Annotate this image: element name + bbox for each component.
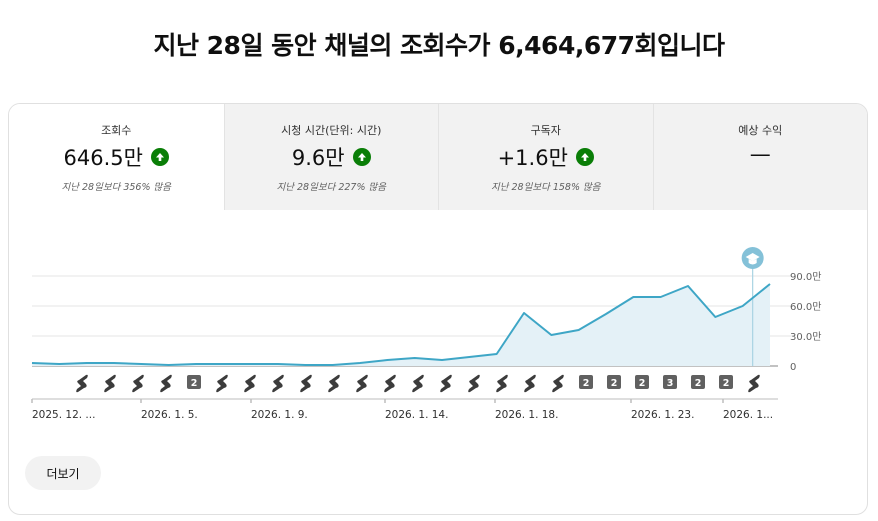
shorts-post-icon[interactable] xyxy=(748,374,760,393)
shorts-post-icon[interactable] xyxy=(104,374,116,393)
tab-value-row: — xyxy=(654,142,868,166)
svg-text:2: 2 xyxy=(191,378,198,389)
shorts-post-icon[interactable] xyxy=(300,374,312,393)
x-tick-label: 2025. 12. ... xyxy=(32,409,95,421)
svg-text:2: 2 xyxy=(723,378,730,389)
y-tick-label: 0 xyxy=(790,362,796,373)
y-tick-label: 60.0만 xyxy=(790,301,821,313)
tab-value: +1.6만 xyxy=(497,146,568,170)
trend-up-icon xyxy=(150,148,169,166)
shorts-post-icon[interactable] xyxy=(496,374,508,393)
x-tick-label: 2026. 1. 23. xyxy=(631,409,694,421)
analytics-card: 조회수 646.5만 지난 28일보다 356% 많음 시청 시간(단위: 시간… xyxy=(8,103,868,515)
tab-value-row: +1.6만 xyxy=(439,142,653,172)
metric-tabs: 조회수 646.5만 지난 28일보다 356% 많음 시청 시간(단위: 시간… xyxy=(9,104,867,210)
graduation-cap-icon xyxy=(745,253,760,265)
multi-post-badge[interactable]: 2 xyxy=(635,375,649,389)
svg-text:2: 2 xyxy=(695,378,702,389)
x-tick-label: 2026. 1. 5. xyxy=(141,409,198,421)
multi-post-badge[interactable]: 2 xyxy=(607,375,621,389)
tab-title: 예상 수익 xyxy=(738,124,783,137)
tab-title: 구독자 xyxy=(530,124,561,137)
shorts-post-icon[interactable] xyxy=(132,374,144,393)
multi-post-badge[interactable]: 3 xyxy=(663,375,677,389)
tab-subscribers[interactable]: 구독자 +1.6만 지난 28일보다 158% 많음 xyxy=(438,104,653,210)
tab-compare: 지난 28일보다 158% 많음 xyxy=(491,182,601,193)
tab-title: 조회수 xyxy=(101,124,132,137)
tab-value-row: 646.5만 xyxy=(9,142,224,172)
x-tick-label: 2026. 1... xyxy=(723,409,773,421)
shorts-post-icon[interactable] xyxy=(244,374,256,393)
tab-watch-time[interactable]: 시청 시간(단위: 시간) 9.6만 지난 28일보다 227% 많음 xyxy=(223,104,439,210)
trend-up-icon xyxy=(575,148,594,166)
tab-compare: 지난 28일보다 227% 많음 xyxy=(276,182,387,193)
see-more-button[interactable]: 더보기 xyxy=(25,456,101,490)
shorts-post-icon[interactable] xyxy=(216,374,228,393)
tab-compare: 지난 28일보다 356% 많음 xyxy=(61,182,172,193)
svg-text:2: 2 xyxy=(639,378,646,389)
page-headline: 지난 28일 동안 채널의 조회수가 6,464,677회입니다 xyxy=(153,31,725,60)
x-tick-label: 2026. 1. 14. xyxy=(385,409,448,421)
svg-text:2: 2 xyxy=(611,378,618,389)
area-fill xyxy=(32,284,770,366)
shorts-post-icon[interactable] xyxy=(440,374,452,393)
shorts-post-icon[interactable] xyxy=(328,374,340,393)
x-tick-label: 2026. 1. 9. xyxy=(251,409,308,421)
shorts-post-icon[interactable] xyxy=(524,374,536,393)
shorts-post-icon[interactable] xyxy=(356,374,368,393)
tab-value: 646.5만 xyxy=(63,146,143,170)
y-tick-label: 90.0만 xyxy=(790,271,821,283)
tab-title: 시청 시간(단위: 시간) xyxy=(281,124,382,137)
views-chart[interactable]: 0 30.0만 60.0만 90.0만 2 2 2 2 3 2 2 2025. 12. ... 2026… xyxy=(9,210,867,450)
shorts-post-icon[interactable] xyxy=(160,374,172,393)
tab-value: — xyxy=(749,142,771,166)
tab-estimated-revenue[interactable]: 예상 수익 — xyxy=(652,104,868,210)
shorts-post-icon[interactable] xyxy=(272,374,284,393)
multi-post-badge[interactable]: 2 xyxy=(719,375,733,389)
svg-text:2: 2 xyxy=(583,378,590,389)
svg-text:3: 3 xyxy=(667,378,674,389)
multi-post-badge[interactable]: 2 xyxy=(691,375,705,389)
shorts-post-icon[interactable] xyxy=(552,374,564,393)
tab-value-row: 9.6만 xyxy=(225,142,439,172)
x-tick-label: 2026. 1. 18. xyxy=(495,409,558,421)
multi-post-badge[interactable]: 2 xyxy=(187,375,201,389)
tab-value: 9.6만 xyxy=(291,146,345,170)
shorts-post-icon[interactable] xyxy=(384,374,396,393)
shorts-post-icon[interactable] xyxy=(468,374,480,393)
multi-post-badge[interactable]: 2 xyxy=(579,375,593,389)
trend-up-icon xyxy=(352,148,371,166)
y-tick-label: 30.0만 xyxy=(790,331,821,343)
series-line xyxy=(31,283,771,366)
shorts-post-icon[interactable] xyxy=(412,374,424,393)
tab-views[interactable]: 조회수 646.5만 지난 28일보다 356% 많음 xyxy=(9,104,224,210)
shorts-post-icon[interactable] xyxy=(76,374,88,393)
